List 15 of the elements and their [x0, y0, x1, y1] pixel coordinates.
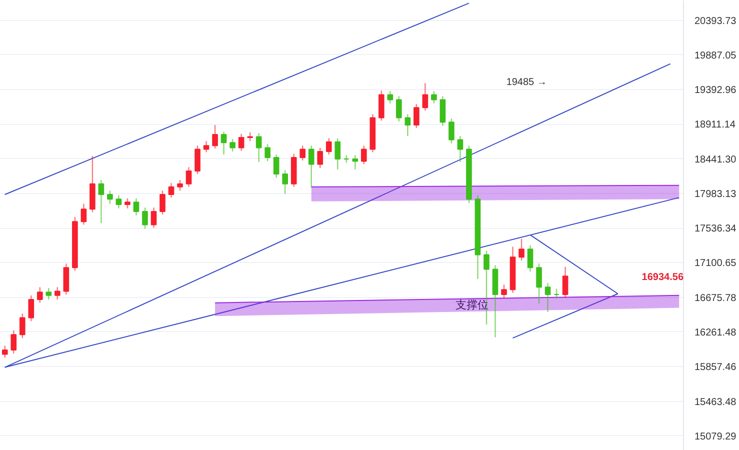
- y-tick-label: 16675.78: [694, 292, 737, 304]
- y-tick-label: 20393.73: [694, 16, 737, 27]
- y-tick-label: 15463.48: [694, 396, 737, 408]
- annotation: 19485 →: [506, 76, 547, 88]
- y-tick-label: 18441.30: [694, 154, 737, 166]
- y-tick-label: 18911.14: [694, 120, 736, 131]
- y-tick-label: 16261.48: [694, 328, 737, 338]
- y-tick-label: 19887.05: [694, 50, 737, 62]
- y-tick-label: 15857.46: [694, 362, 737, 374]
- y-tick-label: 15079.29: [694, 431, 737, 442]
- y-tick-label: 17536.34: [694, 224, 737, 235]
- y-tick-label: 17100.65: [694, 258, 737, 270]
- y-tick-label: 17983.13: [694, 188, 737, 200]
- y-tick-label: 19392.96: [694, 85, 737, 96]
- annotation: 16934.56: [642, 272, 684, 283]
